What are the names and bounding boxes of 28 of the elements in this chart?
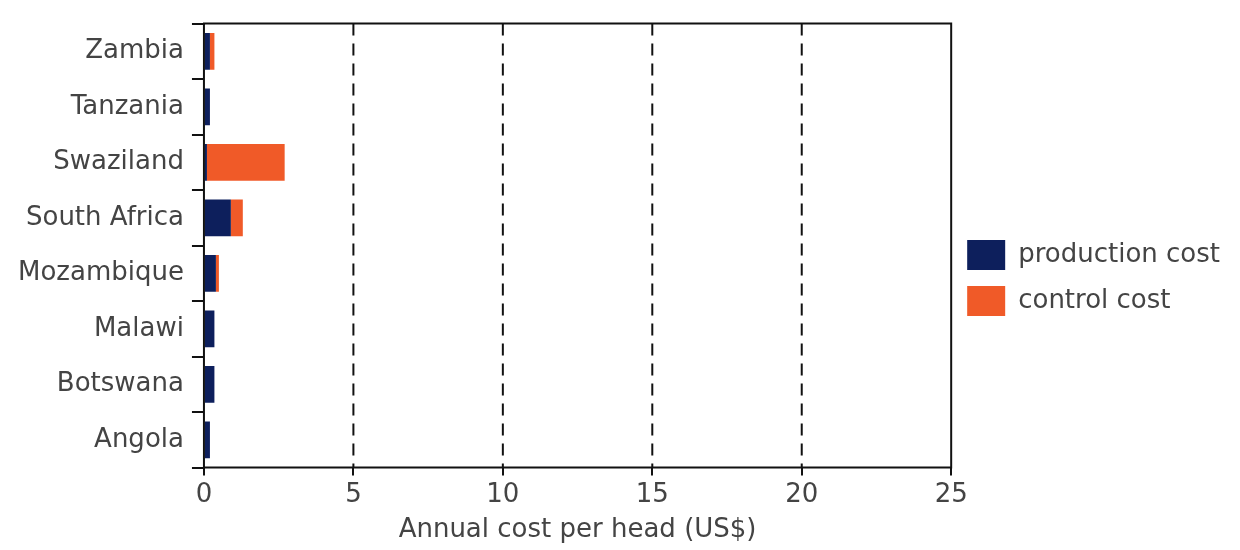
bar [209, 33, 215, 70]
y-tick-label: Tanzania [69, 89, 184, 120]
bar [206, 144, 285, 181]
bar [204, 255, 216, 292]
y-tick-label: South Africa [25, 200, 184, 231]
legend-label: production cost [1018, 237, 1221, 268]
y-tick-label: Malawi [93, 311, 184, 342]
bar [204, 366, 215, 403]
bar [204, 310, 215, 348]
x-axis-title: Annual cost per head (US$) [398, 513, 757, 544]
bar [204, 421, 210, 459]
x-tick-label: 25 [934, 477, 968, 508]
y-tick-label: Swaziland [53, 145, 184, 176]
x-tick-label: 0 [195, 477, 213, 508]
x-tick-label: 5 [345, 477, 362, 508]
bar [204, 88, 210, 126]
y-tick-label: Angola [94, 422, 184, 453]
x-tick-label: 20 [785, 477, 819, 508]
y-tick-label: Mozambique [18, 256, 184, 287]
legend-label: control cost [1018, 283, 1171, 314]
bar [204, 33, 210, 70]
y-tick-label: Zambia [85, 34, 184, 65]
bar [204, 199, 231, 237]
y-tick-label: Botswana [56, 367, 184, 398]
bar [215, 255, 219, 292]
bar [230, 199, 243, 237]
x-tick-label: 15 [635, 477, 669, 508]
x-tick-label: 10 [486, 477, 520, 508]
